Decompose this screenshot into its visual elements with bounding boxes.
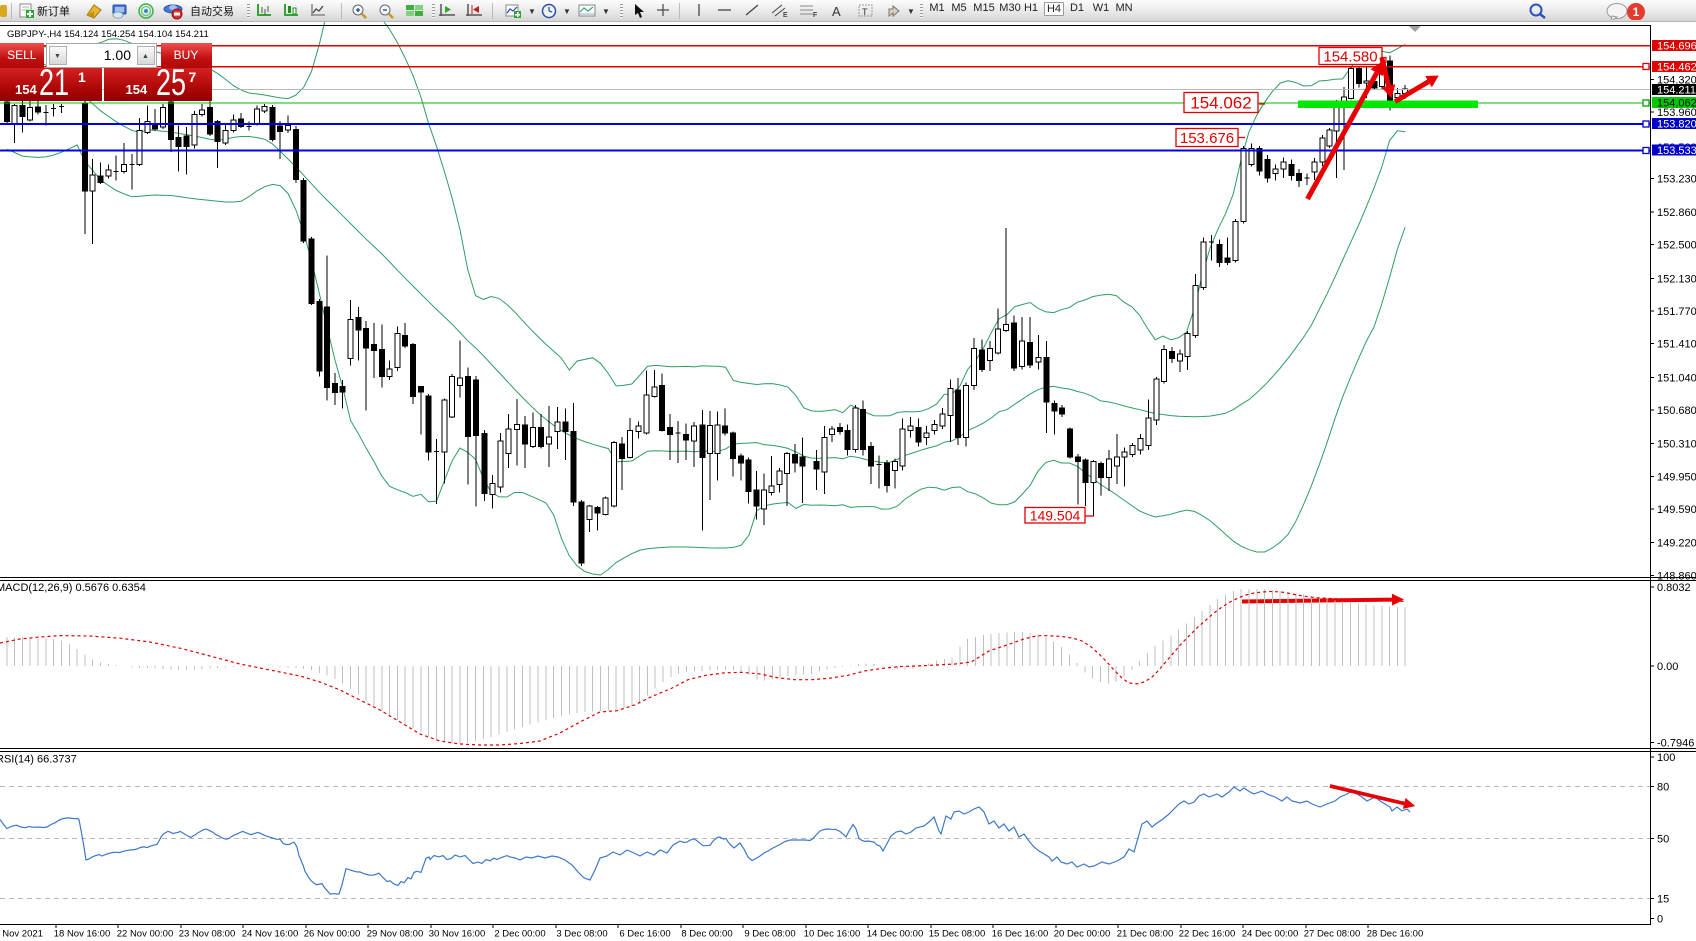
svg-text:0.8032: 0.8032: [1657, 582, 1691, 594]
svg-text:29 Nov 08:00: 29 Nov 08:00: [367, 929, 424, 940]
svg-text:23 Nov 08:00: 23 Nov 08:00: [179, 929, 236, 940]
svg-text:GBPJPY-,H4 154.124 154.254 15: GBPJPY-,H4 154.124 154.254 154.104 154.2…: [7, 29, 209, 40]
svg-text:RSI(14) 66.3737: RSI(14) 66.3737: [0, 754, 77, 766]
svg-text:F: F: [813, 12, 817, 19]
svg-text:149.950: 149.950: [1657, 471, 1696, 483]
svg-text:151.410: 151.410: [1657, 339, 1696, 351]
svg-text:154.320: 154.320: [1657, 74, 1696, 86]
svg-text:6 Dec 16:00: 6 Dec 16:00: [619, 929, 670, 940]
svg-text:-0.7946: -0.7946: [1657, 738, 1694, 750]
svg-text:20 Dec 00:00: 20 Dec 00:00: [1054, 929, 1111, 940]
svg-text:150.310: 150.310: [1657, 439, 1696, 451]
svg-text:16 Dec 16:00: 16 Dec 16:00: [992, 929, 1049, 940]
svg-text:154.211: 154.211: [1657, 85, 1696, 97]
svg-text:MACD(12,26,9) 0.5676 0.6354: MACD(12,26,9) 0.5676 0.6354: [0, 582, 146, 594]
svg-text:149.220: 149.220: [1657, 538, 1696, 550]
svg-text:154.580: 154.580: [1323, 48, 1377, 65]
svg-text:24 Nov 16:00: 24 Nov 16:00: [242, 929, 299, 940]
svg-text:0: 0: [1657, 914, 1663, 926]
svg-text:0.00: 0.00: [1657, 661, 1678, 673]
svg-text:148.860: 148.860: [1657, 570, 1696, 582]
svg-text:153.533: 153.533: [1657, 145, 1696, 157]
svg-text:22 Nov 00:00: 22 Nov 00:00: [117, 929, 174, 940]
svg-text:151.040: 151.040: [1657, 372, 1696, 384]
svg-text:3 Dec 08:00: 3 Dec 08:00: [556, 929, 607, 940]
svg-text:27 Dec 08:00: 27 Dec 08:00: [1304, 929, 1361, 940]
svg-text:8 Dec 00:00: 8 Dec 00:00: [681, 929, 732, 940]
svg-text:E: E: [783, 12, 788, 19]
svg-text:T: T: [862, 7, 868, 17]
svg-text:2 Dec 00:00: 2 Dec 00:00: [494, 929, 545, 940]
svg-text:26 Nov 00:00: 26 Nov 00:00: [304, 929, 361, 940]
svg-text:80: 80: [1657, 782, 1669, 794]
svg-text:149.590: 149.590: [1657, 504, 1696, 516]
svg-text:10 Dec 16:00: 10 Dec 16:00: [804, 929, 861, 940]
svg-text:22 Dec 16:00: 22 Dec 16:00: [1179, 929, 1236, 940]
svg-text:24 Dec 00:00: 24 Dec 00:00: [1242, 929, 1299, 940]
svg-text:152.500: 152.500: [1657, 240, 1696, 252]
svg-text:150.680: 150.680: [1657, 405, 1696, 417]
svg-text:152.130: 152.130: [1657, 273, 1696, 285]
svg-text:153.230: 153.230: [1657, 173, 1696, 185]
svg-text:153.820: 153.820: [1657, 119, 1696, 131]
svg-text:15 Dec 08:00: 15 Dec 08:00: [929, 929, 986, 940]
svg-text:14 Dec 00:00: 14 Dec 00:00: [867, 929, 924, 940]
svg-text:100: 100: [1657, 752, 1675, 764]
svg-text:50: 50: [1657, 834, 1669, 846]
svg-text:21 Dec 08:00: 21 Dec 08:00: [1117, 929, 1174, 940]
svg-text:153.960: 153.960: [1657, 107, 1696, 119]
svg-text:18 Nov 16:00: 18 Nov 16:00: [54, 929, 111, 940]
svg-text:1: 1: [1633, 5, 1640, 19]
svg-text:154.062: 154.062: [1657, 98, 1696, 110]
svg-text:9 Dec 08:00: 9 Dec 08:00: [744, 929, 795, 940]
svg-text:28 Dec 16:00: 28 Dec 16:00: [1367, 929, 1424, 940]
svg-text:154.696: 154.696: [1657, 41, 1696, 53]
svg-text:154.462: 154.462: [1657, 62, 1696, 74]
svg-text:151.770: 151.770: [1657, 306, 1696, 318]
svg-text:154.062: 154.062: [1190, 94, 1251, 113]
svg-text:149.504: 149.504: [1030, 507, 1081, 523]
svg-text:15: 15: [1657, 894, 1669, 906]
svg-text:30 Nov 16:00: 30 Nov 16:00: [429, 929, 486, 940]
svg-text:17 Nov 2021: 17 Nov 2021: [0, 929, 43, 940]
svg-text:152.860: 152.860: [1657, 207, 1696, 219]
svg-text:153.676: 153.676: [1180, 130, 1234, 147]
